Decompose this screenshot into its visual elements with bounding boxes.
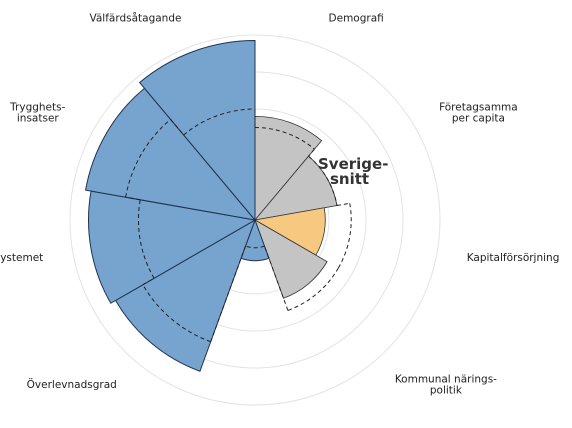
reference-connector: [336, 202, 350, 207]
bar-överlevnadsgrad: [114, 218, 256, 372]
reference-arc: [308, 155, 338, 206]
reference-connector: [142, 277, 155, 286]
category-label: Välfärdsåtagande: [89, 11, 181, 24]
reference-connector: [210, 245, 246, 342]
reference-arc: [245, 245, 265, 249]
grid-ring: [69, 34, 441, 406]
reference-arc: [125, 118, 171, 198]
category-label: Demografi: [329, 12, 384, 24]
reference-connector: [170, 119, 185, 136]
reference-arc: [337, 203, 352, 269]
reference-outline: [125, 108, 352, 343]
category-label: Företagsamma per capita: [439, 102, 518, 125]
reference-arc: [183, 108, 256, 136]
category-label: Kapitalförsörjning: [467, 252, 560, 264]
category-label: Kommunal närings-politik: [395, 374, 497, 397]
category-label: Överlevnadsgrad: [27, 378, 117, 391]
reference-arc: [138, 199, 155, 279]
center-label: Sverige- snitt: [318, 155, 394, 188]
reference-connector: [264, 245, 289, 311]
bar-kommunal-näringspolitik: [254, 219, 328, 299]
category-labels: Demografi Företagsamma per capita Kapitalfö…: [0, 11, 560, 397]
reference-connector: [125, 196, 141, 201]
reference-connector: [308, 148, 315, 157]
category-label: Trygghets-insatser: [9, 102, 65, 125]
reference-arc: [254, 127, 315, 150]
reference-arc: [142, 284, 211, 343]
category-label: Skolsystemet: [0, 252, 43, 264]
bar-välfärdsåtagande: [138, 40, 256, 222]
bar-skolsystemet: [88, 190, 257, 304]
